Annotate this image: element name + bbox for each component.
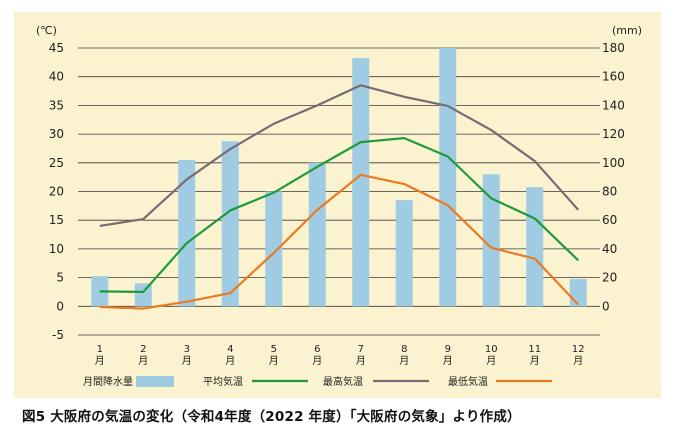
right-tick-label: 160: [602, 70, 625, 84]
precipitation-bar: [395, 200, 413, 307]
month-label: 12 月: [572, 344, 585, 367]
left-tick-label: 40: [49, 70, 64, 84]
precipitation-bars: [91, 48, 587, 307]
left-tick-label: 30: [49, 127, 64, 141]
axes: 45 40 35 30 25 20 15 10 5 0 -5 180 160 140 120 100 80 60 4…: [36, 24, 642, 367]
precipitation-bar: [265, 191, 283, 307]
precipitation-bar: [308, 162, 326, 307]
month-label: 11 月: [528, 344, 541, 367]
figure-caption: 図5 大阪府の気温の変化（令和4年度（2022 年度）「大阪府の気象」より作成）: [22, 409, 521, 425]
left-tick-label: 20: [49, 185, 64, 199]
precipitation-bar: [91, 276, 109, 307]
precipitation-bar: [526, 187, 544, 307]
legend-label: 平均気温: [203, 375, 243, 388]
left-tick-label: 5: [56, 271, 64, 285]
precipitation-bar: [352, 58, 370, 307]
legend-label: 最低気温: [448, 375, 488, 388]
left-tick-label: 0: [56, 299, 64, 313]
precipitation-bar: [482, 174, 500, 307]
right-tick-label: 20: [602, 271, 617, 285]
left-tick-label: 15: [49, 213, 64, 227]
precipitation-bar: [178, 159, 196, 307]
left-tick-label: 35: [49, 98, 64, 112]
climate-chart: 45 40 35 30 25 20 15 10 5 0 -5 180 160 140 120 100 80 60 4…: [36, 24, 642, 388]
series-line-平均気温: [99, 137, 580, 294]
right-tick-label: 100: [602, 156, 625, 170]
precipitation-bar: [439, 48, 457, 307]
right-tick-label: 60: [602, 213, 617, 227]
left-tick-label: 25: [49, 156, 64, 170]
precipitation-bar: [569, 279, 587, 307]
series-line-最高気温: [99, 84, 580, 228]
right-tick-label: 180: [602, 41, 625, 55]
series-line-最低気温: [99, 173, 580, 310]
precipitation-bar: [221, 141, 239, 307]
right-tick-label: 40: [602, 242, 617, 256]
chart-panel: 45 40 35 30 25 20 15 10 5 0 -5 180 160 140 120 100 80 60 4…: [14, 12, 661, 398]
legend-swatch: [136, 376, 174, 387]
legend: 月間降水量 平均気温 最高気温 最低気温: [83, 375, 552, 388]
precipitation-bar: [134, 283, 152, 307]
right-tick-label: 140: [602, 98, 625, 112]
temperature-lines: [99, 84, 580, 310]
right-tick-label: 80: [602, 185, 617, 199]
left-tick-label: 10: [49, 242, 64, 256]
right-axis-unit: (mm): [612, 24, 642, 37]
left-tick-label: 45: [49, 41, 64, 55]
right-tick-label: 120: [602, 127, 625, 141]
left-tick-label: -5: [52, 328, 64, 342]
legend-label: 最高気温: [323, 375, 363, 388]
left-axis-unit: (℃): [36, 24, 57, 37]
right-tick-label: 0: [602, 299, 610, 313]
legend-label: 月間降水量: [83, 375, 133, 388]
month-label: 10 月: [485, 344, 498, 367]
